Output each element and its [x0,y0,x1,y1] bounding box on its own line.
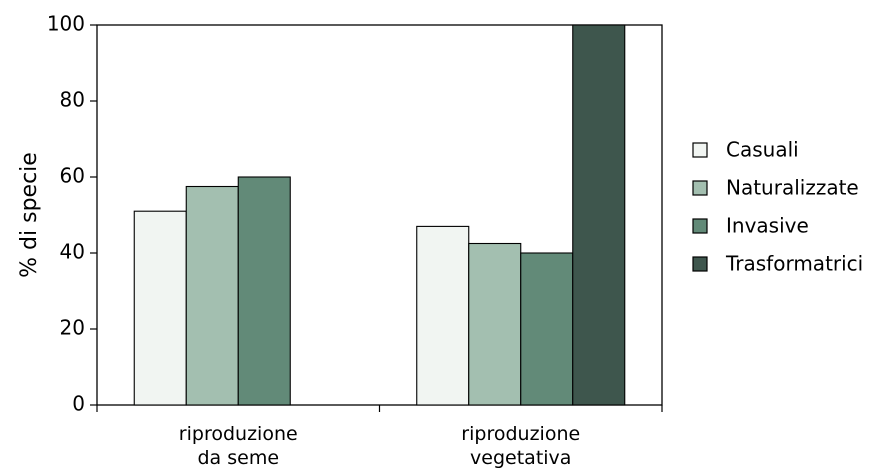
legend-swatch-casuali [692,142,708,158]
bar-trasformatrici-cat2 [572,24,626,406]
x-category-label: riproduzione da seme [179,423,298,469]
bar-casuali-cat2 [416,225,470,406]
bar-naturalizzate-cat2 [468,242,522,406]
bar-casuali-cat1 [133,210,187,406]
legend-label-invasive: Invasive [726,214,809,238]
bar-invasive-cat1 [237,176,291,406]
x-labels-group: riproduzione da seme riproduzione vegetativ… [96,405,663,469]
legend-swatch-invasive [692,218,708,234]
legend-swatch-trasformatrici [692,256,708,272]
x-category-label: riproduzione vegetativa [461,423,580,469]
legend-label-casuali: Casuali [726,138,799,162]
y-tick-label: 60 [60,164,85,188]
y-ticks-group: 0 20 40 60 80 100 [47,12,97,416]
bars-group [133,24,626,406]
y-tick-label: 100 [47,12,85,36]
y-axis-title: % di specie [17,152,42,278]
legend-label-trasformatrici: Trasformatrici [725,252,863,276]
y-tick-label: 80 [60,88,85,112]
y-tick-label: 20 [60,316,85,340]
y-tick-label: 0 [72,392,85,416]
bar-invasive-cat2 [520,252,574,406]
legend-label-naturalizzate: Naturalizzate [726,176,859,200]
legend: Casuali Naturalizzate Invasive Trasformatri… [692,138,863,276]
y-tick-label: 40 [60,240,85,264]
legend-swatch-naturalizzate [692,180,708,196]
bar-naturalizzate-cat1 [185,185,239,406]
